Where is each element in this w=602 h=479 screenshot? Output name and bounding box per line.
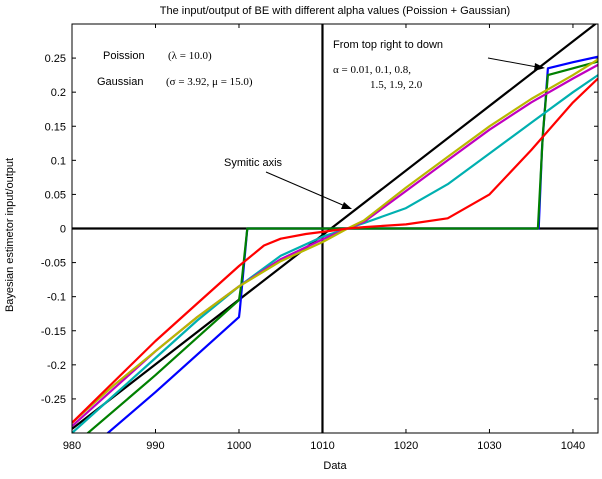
x-tick-label: 1000 bbox=[227, 440, 251, 452]
annotation-gaussian-param: (σ = 3.92, μ = 15.0) bbox=[166, 76, 253, 88]
annotation-poisson-label: Poission bbox=[103, 50, 145, 62]
y-tick-label: -0.1 bbox=[47, 292, 66, 304]
y-tick-label: -0.15 bbox=[41, 326, 66, 338]
annotation-alpha-line1: α = 0.01, 0.1, 0.8, bbox=[333, 64, 411, 76]
annotation-poisson-param: (λ = 10.0) bbox=[168, 50, 212, 62]
axis-ticks: 980 990 1000 1010 1020 1030 1040 -0.25 -0.2 -0.15… bbox=[41, 24, 598, 452]
y-tick-label: -0.25 bbox=[41, 394, 66, 406]
annotation-arrow-axis bbox=[265, 171, 352, 209]
reference-line-diagonal bbox=[72, 24, 598, 430]
chart-title: The input/output of BE with different al… bbox=[160, 5, 510, 17]
annotation-arrow-order bbox=[487, 57, 545, 71]
annotation-gaussian-label: Gaussian bbox=[97, 76, 143, 88]
x-axis-label: Data bbox=[323, 460, 347, 472]
x-tick-label: 1020 bbox=[394, 440, 418, 452]
y-tick-label: -0.05 bbox=[41, 258, 66, 270]
data-series bbox=[72, 55, 598, 433]
x-tick-label: 1040 bbox=[561, 440, 585, 452]
series-line-alpha-0_1 bbox=[86, 60, 598, 433]
series-line-alpha-1_5 bbox=[72, 63, 598, 428]
y-tick-label: 0.1 bbox=[51, 155, 66, 167]
annotation-alpha-line2: 1.5, 1.9, 2.0 bbox=[370, 79, 423, 91]
x-tick-label: 990 bbox=[146, 440, 164, 452]
x-tick-label: 1030 bbox=[477, 440, 501, 452]
y-tick-label: 0.05 bbox=[45, 189, 66, 201]
series-line-alpha-0_01 bbox=[106, 55, 598, 433]
y-tick-label: 0.2 bbox=[51, 87, 66, 99]
y-tick-label: 0 bbox=[60, 224, 66, 236]
y-tick-label: 0.15 bbox=[45, 121, 66, 133]
annotation-order-note: From top right to down bbox=[333, 39, 443, 51]
plot-frame bbox=[71, 23, 599, 434]
annotation-axis-note: Symitic axis bbox=[224, 157, 283, 169]
y-tick-label: -0.2 bbox=[47, 360, 66, 372]
series-line-alpha-2 bbox=[72, 77, 598, 424]
x-tick-label: 1010 bbox=[310, 440, 334, 452]
x-tick-label: 980 bbox=[63, 440, 81, 452]
y-axis-label: Bayesian estimetor input/output bbox=[4, 158, 16, 312]
y-tick-label: 0.25 bbox=[45, 53, 66, 65]
